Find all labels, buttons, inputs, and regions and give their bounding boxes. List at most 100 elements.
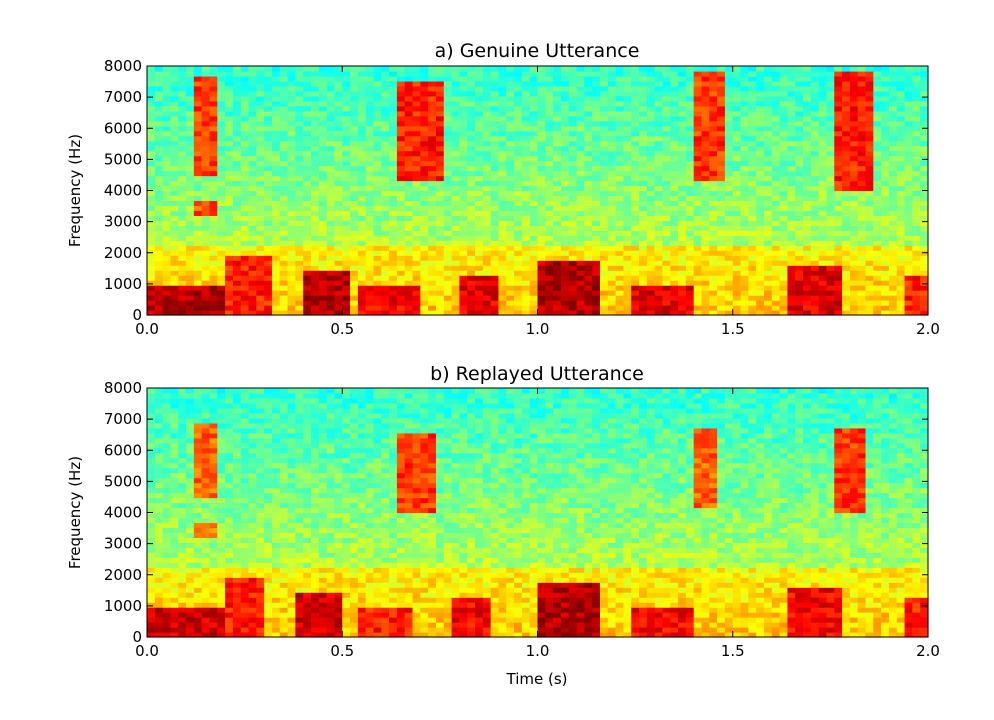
spectrogram-cell <box>490 205 500 212</box>
spectrogram-cell <box>357 180 367 187</box>
spectrogram-cell <box>170 145 179 152</box>
spectrogram-cell <box>326 75 336 82</box>
spectrogram-cell <box>568 150 578 157</box>
spectrogram-cell <box>920 190 929 197</box>
spectrogram-cell <box>334 270 343 276</box>
spectrogram-cell <box>232 130 242 137</box>
spectrogram-cell <box>529 75 539 82</box>
spectrogram-cell <box>459 300 468 306</box>
spectrogram-cell <box>435 95 445 102</box>
spectrogram-cell <box>498 120 507 127</box>
spectrogram-cell <box>217 150 226 157</box>
spectrogram-cell <box>740 275 749 281</box>
spectrogram-cell <box>592 180 601 187</box>
spectrogram-cell <box>857 66 867 72</box>
spectrogram-cell <box>662 230 671 236</box>
spectrogram-cell <box>435 265 445 271</box>
spectrogram-cell <box>545 75 554 82</box>
spectrogram-cell <box>475 100 484 107</box>
spectrogram-cell <box>396 300 406 306</box>
spectrogram-cell <box>209 145 218 152</box>
spectrogram-cell <box>888 280 898 286</box>
spectrogram-cell <box>818 285 828 291</box>
spectrogram-cell <box>787 240 796 246</box>
spectrogram-cell <box>428 110 437 117</box>
spectrogram-cell <box>631 250 640 256</box>
spectrogram-cell <box>631 135 640 142</box>
spectrogram-cell <box>201 200 211 207</box>
spectrogram-cell <box>732 150 742 157</box>
spectrogram-cell <box>607 265 617 271</box>
spectrogram-cell <box>147 160 156 167</box>
spectrogram-cell <box>529 205 539 212</box>
spectrogram-cell <box>264 295 273 301</box>
spectrogram-cell <box>670 205 679 212</box>
spectrogram-cell <box>154 285 164 291</box>
spectrogram-cell <box>178 80 187 87</box>
spectrogram-cell <box>646 280 656 286</box>
spectrogram-cell <box>654 70 664 77</box>
spectrogram-cell <box>475 250 484 256</box>
spectrogram-cell <box>631 180 640 187</box>
spectrogram-cell <box>803 200 812 207</box>
spectrogram-cell <box>334 285 343 291</box>
spectrogram-cell <box>881 280 890 286</box>
spectrogram-cell <box>451 115 460 122</box>
spectrogram-cell <box>459 175 468 182</box>
spectrogram-cell <box>553 70 562 77</box>
spectrogram-cell <box>709 235 718 241</box>
spectrogram-cell <box>912 130 921 137</box>
spectrogram-cell <box>482 80 492 87</box>
spectrogram-cell <box>748 185 757 192</box>
spectrogram-cell <box>342 80 351 87</box>
spectrogram-cell <box>303 220 312 226</box>
spectrogram-cell <box>701 210 710 216</box>
spectrogram-cell <box>365 250 375 256</box>
spectrogram-cell <box>295 215 304 221</box>
spectrogram-cell <box>724 120 734 127</box>
spectrogram-cell <box>896 225 906 231</box>
spectrogram-cell <box>311 100 320 107</box>
spectrogram-cell <box>818 240 828 246</box>
spectrogram-cell <box>201 205 211 212</box>
spectrogram-cell <box>264 185 273 192</box>
spectrogram-cell <box>623 75 632 82</box>
spectrogram-cell <box>482 180 492 187</box>
spectrogram-cell <box>498 230 507 236</box>
spectrogram-cell <box>662 170 671 177</box>
spectrogram-cell <box>295 280 304 286</box>
spectrogram-cell <box>459 170 468 177</box>
spectrogram-cell <box>685 225 695 231</box>
spectrogram-cell <box>592 135 601 142</box>
spectrogram-cell <box>740 135 749 142</box>
spectrogram-cell <box>787 130 796 137</box>
spectrogram-cell <box>803 165 812 172</box>
spectrogram-cell <box>162 80 172 87</box>
spectrogram-cell <box>568 115 578 122</box>
spectrogram-cell <box>888 70 898 77</box>
spectrogram-cell <box>795 265 804 271</box>
spectrogram-cell <box>724 165 734 172</box>
spectrogram-cell <box>475 295 484 301</box>
spectrogram-cell <box>482 120 492 127</box>
spectrogram-cell <box>295 130 304 137</box>
spectrogram-cell <box>264 205 273 212</box>
spectrogram-cell <box>209 66 218 72</box>
spectrogram-cell <box>326 245 336 251</box>
spectrogram-cell <box>881 115 890 122</box>
spectrogram-cell <box>232 255 242 261</box>
spectrogram-cell <box>193 130 203 137</box>
spectrogram-cell <box>506 270 515 276</box>
spectrogram-cell <box>412 155 421 162</box>
spectrogram-cell <box>295 235 304 241</box>
spectrogram-cell <box>615 140 625 147</box>
spectrogram-cell <box>826 235 835 241</box>
spectrogram-cell <box>756 140 765 147</box>
spectrogram-cell <box>771 140 781 147</box>
spectrogram-cell <box>888 150 898 157</box>
spectrogram-cell <box>709 140 718 147</box>
spectrogram-cell <box>232 260 242 266</box>
spectrogram-cell <box>693 255 703 261</box>
spectrogram-cell <box>178 185 187 192</box>
spectrogram-cell <box>498 295 507 301</box>
